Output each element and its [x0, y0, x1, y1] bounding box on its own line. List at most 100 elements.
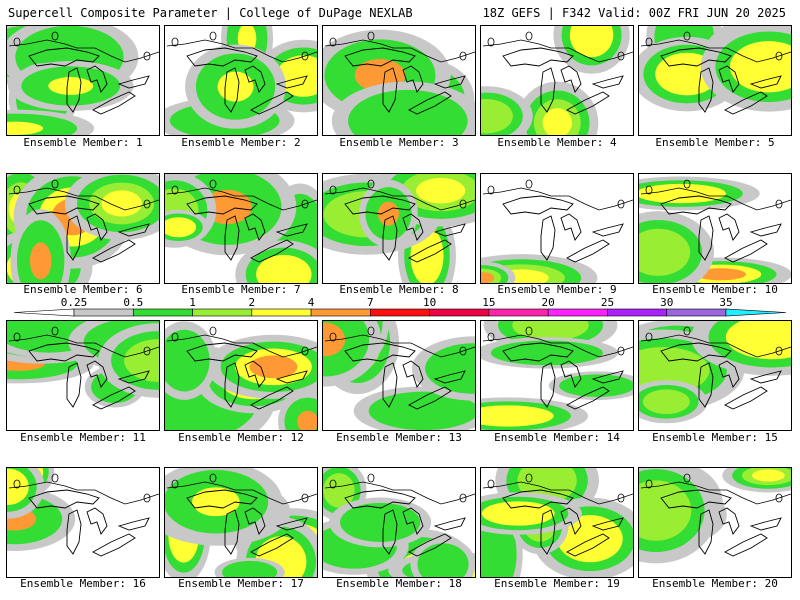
lake-outline [408, 386, 452, 410]
ensemble-member-map[interactable] [322, 467, 476, 578]
ensemble-member-caption: Ensemble Member: 11 [20, 431, 146, 444]
lake-outline [502, 489, 574, 509]
legend-level-label: 2 [248, 296, 256, 309]
ensemble-member-map[interactable] [164, 320, 318, 431]
scp-shading [642, 389, 690, 415]
lake-outline [540, 509, 556, 555]
scp-shading [490, 340, 603, 366]
ensemble-member-map[interactable] [164, 25, 318, 136]
border-line [8, 187, 159, 211]
ensemble-member-map[interactable] [480, 467, 634, 578]
small-lake-outline [617, 51, 625, 61]
lake-outline [244, 65, 266, 93]
lake-outline [66, 362, 82, 408]
ensemble-member-map[interactable] [638, 320, 792, 431]
small-lake-outline [459, 199, 467, 209]
ensemble-member-map[interactable] [638, 467, 792, 578]
small-lake-outline [645, 37, 653, 47]
lake-outline [433, 517, 466, 531]
legend-high-arrow [725, 308, 787, 317]
color-legend: 0.25 0.5 1 2 4 7 10 15 20 25 30 35 [0, 296, 800, 320]
small-lake-outline [525, 31, 533, 41]
ensemble-member-map[interactable] [6, 467, 160, 578]
map-canvas [639, 174, 791, 283]
lake-outline [749, 223, 782, 237]
small-lake-outline [617, 346, 625, 356]
small-lake-outline [683, 473, 691, 483]
lake-outline [433, 75, 466, 89]
small-lake-outline [171, 185, 179, 195]
ensemble-member-map[interactable] [164, 173, 318, 284]
ensemble-member-map[interactable] [164, 467, 318, 578]
border-line [166, 334, 317, 358]
lake-outline [28, 195, 100, 215]
lake-outline [66, 215, 82, 261]
small-lake-outline [683, 179, 691, 189]
map-canvas [481, 26, 633, 135]
lake-outline [749, 370, 782, 384]
small-lake-outline [525, 179, 533, 189]
ensemble-member-map[interactable] [480, 320, 634, 431]
lake-outline [408, 533, 452, 557]
scp-shading [639, 480, 692, 541]
lake-outline [66, 67, 82, 113]
lake-outline [186, 47, 258, 67]
map-canvas [639, 321, 791, 430]
border-line [482, 334, 633, 358]
small-lake-outline [645, 185, 653, 195]
map-canvas [165, 174, 317, 283]
ensemble-member-caption: Ensemble Member: 6 [23, 283, 143, 296]
ensemble-member-caption: Ensemble Member: 7 [181, 283, 301, 296]
ensemble-member-map[interactable] [6, 320, 160, 431]
small-lake-outline [329, 332, 337, 342]
lake-outline [92, 239, 136, 263]
scp-shading [577, 26, 606, 49]
lake-outline [408, 239, 452, 263]
scp-shading [217, 71, 254, 102]
lake-outline [502, 342, 574, 362]
lake-outline [86, 360, 108, 388]
ensemble-member-map[interactable] [6, 25, 160, 136]
small-lake-outline [775, 493, 783, 503]
lake-outline [724, 533, 768, 557]
scp-shading [165, 217, 197, 238]
ensemble-member-caption: Ensemble Member: 5 [655, 136, 775, 149]
small-lake-outline [775, 199, 783, 209]
ensemble-member-map[interactable] [480, 25, 634, 136]
scp-shading [340, 502, 421, 542]
ensemble-member-map[interactable] [480, 173, 634, 284]
lake-outline [28, 342, 100, 362]
scp-shading [481, 272, 495, 283]
scp-shading [276, 55, 317, 97]
ensemble-member-map[interactable] [322, 320, 476, 431]
lake-outline [28, 489, 100, 509]
legend-color-swatch [192, 308, 253, 317]
ensemble-member-map[interactable] [638, 173, 792, 284]
lake-outline [244, 360, 266, 388]
small-lake-outline [617, 493, 625, 503]
ensemble-member-caption: Ensemble Member: 15 [652, 431, 778, 444]
ensemble-member-map[interactable] [322, 25, 476, 136]
small-lake-outline [51, 179, 59, 189]
lake-outline [382, 67, 398, 113]
ensemble-member-caption: Ensemble Member: 4 [497, 136, 617, 149]
ensemble-member-map[interactable] [6, 173, 160, 284]
lake-outline [433, 370, 466, 384]
scp-shading [29, 242, 52, 280]
small-lake-outline [209, 326, 217, 336]
lake-outline [224, 362, 240, 408]
ensemble-member-map[interactable] [638, 25, 792, 136]
lake-outline [250, 386, 294, 410]
lake-outline [540, 67, 556, 113]
lake-outline [566, 91, 610, 115]
scp-shading [48, 77, 94, 95]
ensemble-member-map[interactable] [322, 173, 476, 284]
legend-color-swatch [429, 308, 490, 317]
scp-shading [416, 177, 466, 204]
small-lake-outline [367, 326, 375, 336]
map-canvas [323, 468, 475, 577]
border-line [324, 39, 475, 63]
lake-outline [275, 370, 308, 384]
valid-time-label: 18Z GEFS | F342 Valid: 00Z FRI JUN 20 20… [482, 6, 786, 20]
lake-outline [224, 215, 240, 261]
